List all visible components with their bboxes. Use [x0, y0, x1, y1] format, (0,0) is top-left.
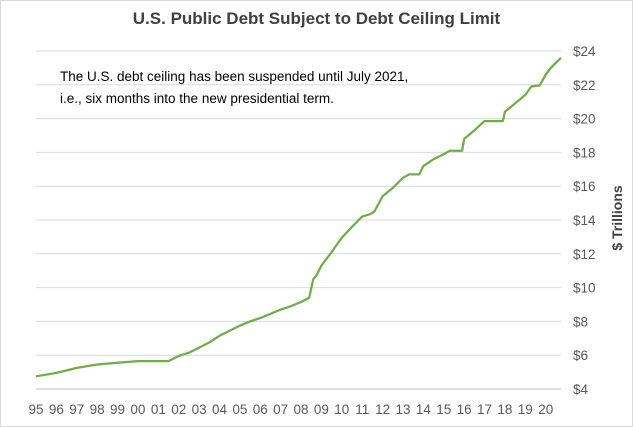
- x-tick-label: 07: [273, 402, 288, 417]
- y-tick-label: $4: [573, 382, 589, 397]
- x-tick-label: 14: [416, 402, 432, 417]
- x-tick-label: 19: [518, 402, 533, 417]
- chart-annotation: The U.S. debt ceiling has been suspended…: [60, 69, 409, 106]
- x-tick-label: 11: [355, 402, 369, 417]
- x-tick-label: 96: [49, 402, 64, 417]
- x-tick-label: 04: [212, 402, 228, 417]
- x-tick-label: 13: [395, 402, 410, 417]
- x-tick-label: 09: [314, 402, 329, 417]
- x-tick-label: 10: [334, 402, 349, 417]
- y-tick-label: $12: [573, 247, 596, 262]
- y-tick-label: $22: [573, 78, 596, 93]
- x-tick-label: 00: [130, 402, 145, 417]
- y-tick-label: $20: [573, 112, 596, 127]
- x-tick-label: 95: [28, 402, 43, 417]
- x-tick-label: 05: [232, 402, 247, 417]
- x-tick-label: 18: [497, 402, 512, 417]
- y-tick-label: $16: [573, 179, 596, 194]
- x-tick-label: 02: [171, 402, 186, 417]
- x-tick-label: 97: [69, 402, 84, 417]
- y-tick-label: $8: [573, 314, 588, 329]
- y-axis-label: $ Trillions: [609, 185, 625, 251]
- y-tick-label: $14: [573, 213, 596, 228]
- y-tick-label: $10: [573, 281, 596, 296]
- y-tick-label: $6: [573, 348, 588, 363]
- y-tick-label: $18: [573, 145, 596, 160]
- series-line: [35, 56, 562, 378]
- x-tick-label: 99: [110, 402, 125, 417]
- x-tick-label: 98: [90, 402, 105, 417]
- chart-title: U.S. Public Debt Subject to Debt Ceiling…: [132, 9, 501, 28]
- x-tick-label: 16: [457, 402, 472, 417]
- x-tick-label: 03: [192, 402, 207, 417]
- x-tick-label: 20: [538, 402, 553, 417]
- x-tick-label: 12: [375, 402, 390, 417]
- x-tick-label: 17: [477, 402, 492, 417]
- y-tick-label: $24: [573, 44, 596, 59]
- x-tick-label: 15: [436, 402, 451, 417]
- x-tick-label: 08: [294, 402, 309, 417]
- x-tick-label: 06: [253, 402, 268, 417]
- x-tick-label: 01: [151, 402, 166, 417]
